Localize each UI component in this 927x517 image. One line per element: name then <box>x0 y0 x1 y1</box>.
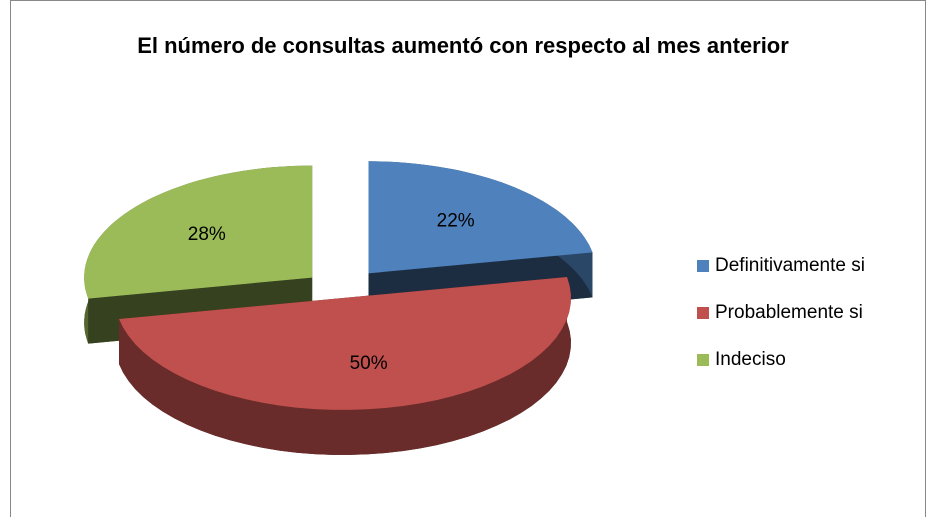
chart-title: El número de consultas aumentó con respe… <box>137 33 789 58</box>
data-label: 22% <box>437 211 475 232</box>
legend-label: Probablemente si <box>715 302 863 323</box>
slice <box>368 161 593 274</box>
slice <box>119 277 571 410</box>
data-label: 28% <box>188 224 226 245</box>
legend-label: Indeciso <box>715 349 786 370</box>
slice-wall <box>119 277 571 455</box>
slice <box>84 165 313 299</box>
data-label: 50% <box>350 353 388 374</box>
legend-swatch <box>697 307 709 319</box>
legend-swatch <box>697 354 709 366</box>
legend-swatch <box>697 260 709 272</box>
legend-label: Definitivamente si <box>715 255 865 276</box>
